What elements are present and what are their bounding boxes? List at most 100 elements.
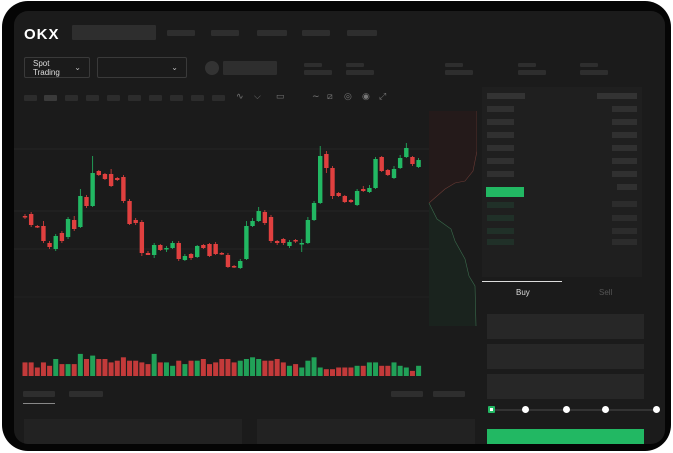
nav-item[interactable] — [257, 30, 287, 36]
indicator-icon[interactable]: ∿ — [236, 91, 244, 101]
timeframe-button[interactable] — [86, 95, 99, 101]
line-icon[interactable]: ∼ — [312, 91, 320, 101]
volume-bar — [96, 359, 102, 376]
ask-price — [487, 145, 514, 151]
volume-bar — [354, 365, 360, 376]
volume-bar — [416, 365, 422, 376]
pair-select[interactable]: ⌄ — [97, 57, 187, 78]
candle-body — [188, 254, 194, 258]
price-header — [487, 93, 525, 99]
bottom-action[interactable] — [433, 391, 465, 397]
candle-body — [244, 226, 249, 259]
timeframe-button[interactable] — [128, 95, 141, 101]
market-type-select[interactable]: Spot Trading ⌄ — [24, 57, 90, 78]
candle-body — [102, 174, 108, 179]
timeframe-button[interactable] — [24, 95, 37, 101]
nav-item[interactable] — [302, 30, 330, 36]
candle-body — [318, 156, 323, 203]
bottom-tab[interactable] — [69, 391, 103, 397]
ask-depth-line — [428, 111, 477, 204]
tab-sell[interactable]: Sell — [599, 288, 613, 297]
candle-body — [201, 245, 206, 248]
volume-bar — [397, 365, 403, 376]
camera-icon[interactable]: ◉ — [362, 91, 370, 101]
price-input[interactable] — [487, 314, 644, 339]
volume-bar — [348, 367, 354, 376]
candle-body — [348, 200, 354, 202]
settings-icon[interactable]: ◎ — [344, 91, 352, 101]
volume-bar — [225, 359, 231, 376]
volume-bar — [145, 364, 151, 376]
volume-bar — [317, 367, 323, 376]
timeframe-button[interactable] — [65, 95, 78, 101]
volume-bar — [151, 353, 157, 376]
order-book — [482, 87, 642, 277]
volume-bar — [299, 367, 305, 376]
ask-depth-area — [429, 111, 477, 203]
timeframe-button[interactable] — [149, 95, 162, 101]
volume-bar — [157, 362, 163, 376]
last-price-badge — [486, 187, 524, 197]
timeframe-button[interactable] — [44, 95, 57, 101]
slider-mark-75[interactable] — [602, 406, 609, 413]
tab-buy[interactable]: Buy — [516, 288, 530, 297]
volume-bar — [170, 365, 176, 376]
slider-handle[interactable] — [488, 406, 495, 413]
chevron-down-icon: ⌄ — [74, 63, 81, 72]
slider-mark-50[interactable] — [563, 406, 570, 413]
volume-bar — [90, 355, 96, 376]
bid-price — [487, 239, 514, 245]
bid-depth-line — [428, 202, 477, 326]
volume-bar — [120, 357, 126, 376]
volume-bar — [243, 359, 249, 376]
volume-bar — [22, 362, 28, 376]
ask-price — [487, 132, 514, 138]
nav-item[interactable] — [211, 30, 239, 36]
candle-body — [65, 219, 71, 237]
volume-bar — [53, 359, 59, 376]
candle-body — [410, 157, 415, 164]
candle-body — [176, 243, 181, 259]
amount-input[interactable] — [487, 344, 644, 369]
timeframe-button[interactable] — [170, 95, 183, 101]
total-input[interactable] — [487, 374, 644, 399]
volume-bar — [108, 362, 114, 376]
candle-body — [219, 253, 224, 255]
candle-body — [90, 173, 95, 206]
volume-bar — [194, 360, 200, 376]
ruler-icon[interactable]: ⧄ — [327, 91, 333, 101]
volume-bar — [403, 367, 409, 376]
volume-bar — [305, 360, 311, 376]
timeframe-button[interactable] — [107, 95, 120, 101]
buy-submit-button[interactable] — [487, 429, 644, 444]
bid-amount — [612, 201, 637, 207]
stat-value — [304, 70, 332, 75]
timeframe-button[interactable] — [212, 95, 225, 101]
coin-icon — [205, 61, 219, 75]
candle-body — [96, 171, 101, 175]
bottom-tab-open-orders[interactable] — [23, 391, 55, 397]
candle-body — [72, 220, 77, 229]
bid-price — [487, 202, 514, 208]
slider-mark-25[interactable] — [522, 406, 529, 413]
bottom-action[interactable] — [391, 391, 423, 397]
nav-item[interactable] — [167, 30, 195, 36]
volume-bar — [366, 362, 372, 376]
volume-bar — [280, 362, 286, 376]
chevron-down-icon: ⌄ — [171, 63, 178, 72]
draw-icon[interactable]: ▭ — [276, 91, 285, 101]
chart-type-icon[interactable]: ⌵ — [254, 91, 261, 101]
volume-bar — [59, 364, 65, 376]
volume-bar — [102, 359, 108, 376]
slider-mark-100[interactable] — [653, 406, 660, 413]
nav-item[interactable] — [347, 30, 377, 36]
candle-body — [385, 170, 391, 175]
candle-body — [293, 240, 298, 242]
fullscreen-icon[interactable]: ⤢ — [379, 91, 387, 101]
candle-body — [281, 239, 286, 243]
okx-logo[interactable]: OKX — [24, 26, 60, 43]
candle-body — [299, 243, 304, 245]
search-bar[interactable] — [72, 25, 156, 40]
amount-slider[interactable] — [488, 406, 660, 413]
timeframe-button[interactable] — [191, 95, 204, 101]
